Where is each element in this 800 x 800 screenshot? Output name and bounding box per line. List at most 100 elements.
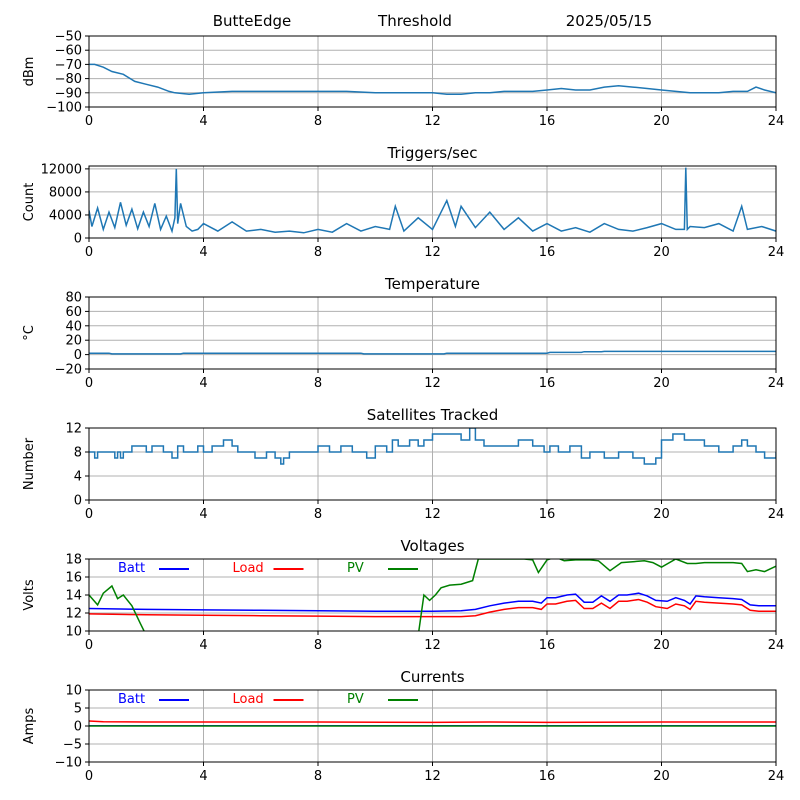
x-tick-label: 4 [199, 245, 207, 260]
x-tick-label: 4 [199, 769, 207, 784]
y-tick-label: −70 [55, 58, 82, 73]
legend-label-load: Load [233, 561, 264, 576]
x-tick-label: 0 [85, 245, 93, 260]
y-tick-label: −90 [55, 86, 82, 101]
x-tick-label: 24 [768, 376, 785, 391]
chart-panel-0: 0 4 8 12 16 20 24 −100−90−80−70−60−50 dBm [22, 30, 784, 130]
chart-panel-4: 0 4 8 12 16 20 24 10 12 14 16 18 Voltages Volts Batt Lo… [22, 537, 784, 653]
x-tick-label: 4 [199, 638, 207, 653]
y-tick-label: 10 [65, 684, 82, 699]
x-tick-label: 8 [314, 638, 322, 653]
y-tick-label: 0 [74, 494, 82, 509]
x-tick-label: 12 [424, 638, 441, 653]
x-tick-label: 8 [314, 245, 322, 260]
y-tick-label: 5 [74, 702, 82, 717]
legend-label-batt: Batt [118, 561, 145, 576]
y-axis-label: Amps [22, 707, 37, 744]
x-tick-label: 4 [199, 376, 207, 391]
y-tick-label: 80 [65, 291, 82, 306]
x-tick-label: 0 [85, 638, 93, 653]
x-tick-label: 20 [653, 638, 670, 653]
x-tick-label: 0 [85, 376, 93, 391]
y-tick-label: 12000 [41, 162, 82, 177]
x-tick-label: 16 [539, 245, 556, 260]
chart-panel-3: 0 4 8 12 16 20 24 0 4 8 12 Satellites Tracked Number [22, 406, 784, 522]
series-line-0 [89, 428, 776, 465]
y-axis-label: Volts [22, 579, 37, 611]
x-tick-label: 4 [199, 114, 207, 129]
chart-title: Voltages [400, 537, 464, 555]
series-line-0 [89, 63, 776, 95]
y-tick-label: 4 [74, 470, 82, 485]
x-tick-label: 24 [768, 507, 785, 522]
x-tick-label: 0 [85, 507, 93, 522]
y-tick-label: 0 [74, 348, 82, 363]
series-line-load [89, 598, 776, 618]
header-date: 2025/05/15 [566, 12, 652, 30]
y-tick-label: 0 [74, 232, 82, 247]
x-tick-label: 20 [653, 376, 670, 391]
x-tick-label: 12 [424, 245, 441, 260]
y-tick-label: −60 [55, 44, 82, 59]
x-tick-label: 24 [768, 769, 785, 784]
x-tick-label: 20 [653, 245, 670, 260]
y-axis-label: Count [22, 183, 37, 222]
x-tick-label: 24 [768, 638, 785, 653]
series-line-0 [89, 350, 776, 355]
x-tick-label: 0 [85, 114, 93, 129]
series-line-batt [89, 592, 776, 612]
legend-label-pv: PV [347, 561, 364, 576]
y-tick-label: −80 [55, 72, 82, 87]
chart-panel-1: 0 4 8 12 16 20 24 0 4000 8000 12000 Triggers/sec Cou… [22, 144, 784, 260]
y-tick-label: 40 [65, 319, 82, 334]
x-tick-label: 16 [539, 376, 556, 391]
x-tick-label: 0 [85, 769, 93, 784]
series-line-load [89, 720, 776, 724]
y-tick-label: 14 [65, 589, 82, 604]
y-tick-label: 16 [65, 571, 82, 586]
y-axis-label: °C [22, 325, 37, 341]
x-tick-label: 8 [314, 769, 322, 784]
legend-label-batt: Batt [118, 692, 145, 707]
y-tick-label: 12 [65, 422, 82, 437]
chart-title: Currents [400, 668, 464, 686]
legend-label-load: Load [233, 692, 264, 707]
y-tick-label: 8000 [49, 185, 82, 200]
x-tick-label: 24 [768, 245, 785, 260]
y-tick-label: 60 [65, 305, 82, 320]
x-tick-label: 16 [539, 769, 556, 784]
y-tick-label: 20 [65, 334, 82, 349]
y-tick-label: −50 [55, 30, 82, 45]
series-line-0 [89, 167, 776, 234]
y-tick-label: 4000 [49, 208, 82, 223]
x-tick-label: 12 [424, 376, 441, 391]
chart-title: Satellites Tracked [367, 406, 498, 424]
y-tick-label: 8 [74, 446, 82, 461]
y-tick-label: −10 [55, 756, 82, 771]
x-tick-label: 4 [199, 507, 207, 522]
y-axis-label: dBm [22, 57, 37, 87]
legend-label-pv: PV [347, 692, 364, 707]
y-axis-label: Number [22, 437, 37, 490]
x-tick-label: 16 [539, 507, 556, 522]
y-tick-label: −5 [63, 738, 82, 753]
y-tick-label: −20 [55, 363, 82, 378]
y-tick-label: 12 [65, 607, 82, 622]
y-tick-label: 18 [65, 553, 82, 568]
x-tick-label: 8 [314, 376, 322, 391]
x-tick-label: 16 [539, 638, 556, 653]
series-line-pv [89, 559, 776, 631]
x-tick-label: 12 [424, 114, 441, 129]
x-tick-label: 20 [653, 507, 670, 522]
x-tick-label: 20 [653, 114, 670, 129]
x-tick-label: 8 [314, 507, 322, 522]
x-tick-label: 20 [653, 769, 670, 784]
x-tick-label: 8 [314, 114, 322, 129]
x-tick-label: 24 [768, 114, 785, 129]
x-tick-label: 16 [539, 114, 556, 129]
chart-title: Triggers/sec [387, 144, 478, 162]
y-tick-label: −100 [46, 101, 82, 116]
chart-panel-5: 0 4 8 12 16 20 24 −10 −5 0 5 10 Currents Amps Batt Load… [22, 668, 784, 784]
